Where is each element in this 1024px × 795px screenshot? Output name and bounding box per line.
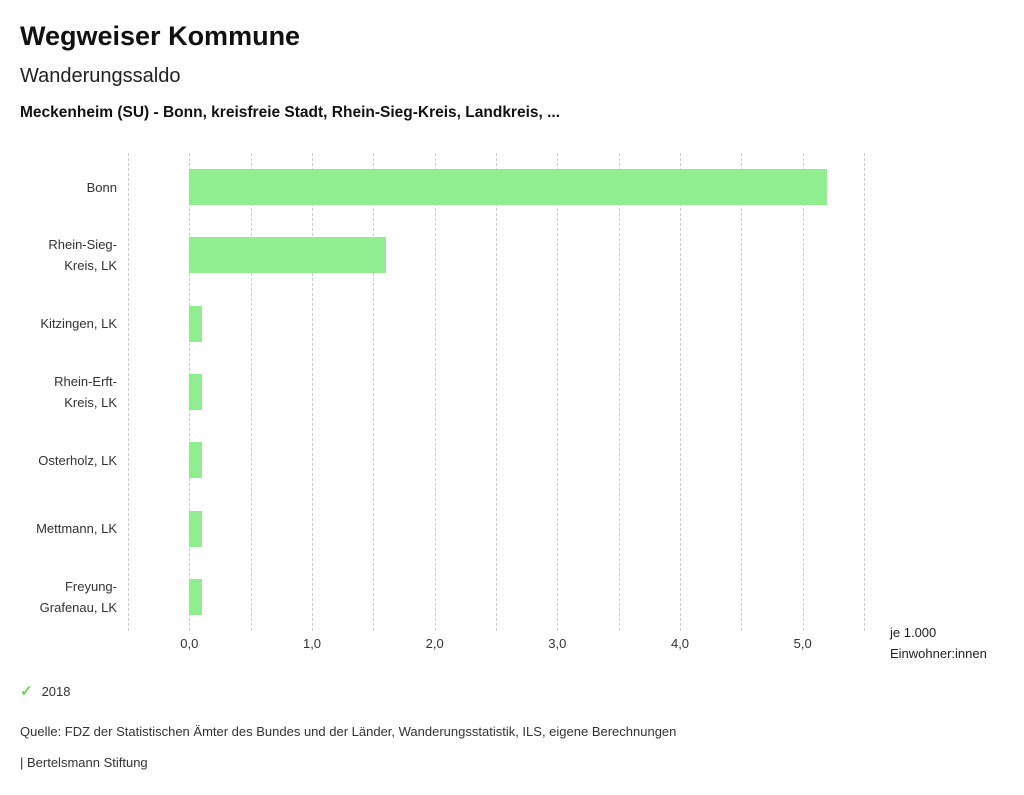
plot-area	[128, 153, 865, 631]
x-tick-label: 3,0	[548, 636, 567, 651]
category-label: Freyung- Grafenau, LK	[39, 578, 117, 615]
gridline	[557, 153, 559, 631]
axis-unit-line-2: Einwohner:innen	[890, 646, 987, 661]
legend-label: 2018	[41, 684, 71, 699]
chart-region-description: Meckenheim (SU) - Bonn, kreisfreie Stadt…	[20, 104, 561, 121]
bar-osterholz-lk[interactable]	[189, 442, 202, 479]
gridline	[250, 153, 252, 631]
gridline	[373, 153, 375, 631]
gridline	[312, 153, 313, 631]
axis-unit-label: je 1.000 Einwohner:innen	[890, 622, 987, 664]
bar-rhein-sieg-kreis-lk[interactable]	[189, 237, 386, 274]
gridline	[496, 153, 497, 631]
x-tick-label: 1,0	[302, 636, 322, 651]
x-axis-tick-labels: 0,0 1,0 2,0 3,0 4,0 5,0	[128, 636, 864, 654]
chart-title: Wanderungssaldo	[20, 65, 181, 87]
category-label: Rhein-Sieg- Kreis, LK	[48, 237, 117, 274]
source-text: Quelle: FDZ der Statistischen Ämter des …	[20, 724, 677, 739]
category-label: Mettmann, LK	[36, 521, 117, 537]
category-label: Rhein-Erft- Kreis, LK	[54, 373, 117, 410]
branding-text: | Bertelsmann Stiftung	[20, 755, 148, 770]
x-tick-label: 4,0	[670, 636, 690, 651]
bar-rhein-erft-kreis-lk[interactable]	[189, 374, 202, 410]
gridline	[434, 153, 436, 631]
x-tick-label: 0,0	[180, 636, 199, 651]
gridline	[802, 153, 804, 631]
gridline	[128, 153, 129, 631]
bar-mettmann-lk[interactable]	[189, 510, 202, 547]
gridline	[864, 153, 865, 631]
category-label: Kitzingen, LK	[40, 316, 117, 332]
gridline	[680, 153, 681, 631]
bar-kitzingen-lk[interactable]	[189, 305, 202, 342]
category-label: Bonn	[86, 179, 117, 195]
category-label: Osterholz, LK	[38, 452, 117, 468]
gridline	[618, 153, 620, 631]
gridline	[741, 153, 743, 631]
axis-unit-line-1: je 1.000	[890, 625, 937, 640]
page-title: Wegweiser Kommune	[20, 21, 301, 51]
bar-bonn[interactable]	[189, 169, 828, 206]
x-tick-label: 2,0	[425, 636, 444, 651]
x-tick-label: 5,0	[793, 636, 812, 651]
check-icon: ✓	[20, 683, 33, 700]
category-axis-labels: Bonn Rhein-Sieg- Kreis, LK Kitzingen, LK Rhe…	[8, 153, 117, 631]
bar-freyung-grafenau-lk[interactable]	[189, 578, 202, 615]
legend-item-2018[interactable]: ✓ 2018	[20, 684, 71, 699]
